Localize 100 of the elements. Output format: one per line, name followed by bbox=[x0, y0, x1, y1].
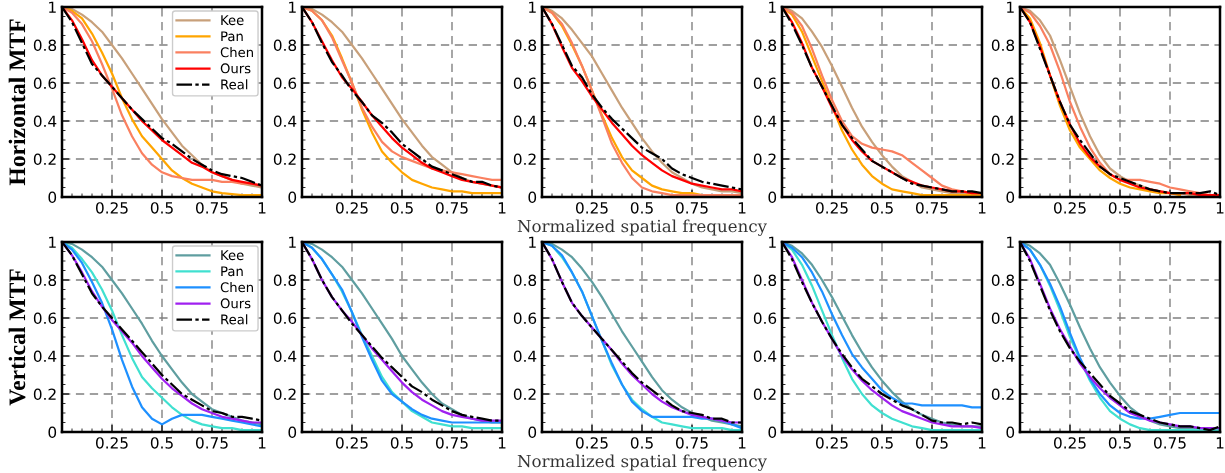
x-tick-label: 0.75 bbox=[436, 437, 468, 449]
x-tick-label: 0.25 bbox=[816, 202, 848, 214]
legend-label: Real bbox=[221, 79, 248, 90]
legend-label: Ours bbox=[220, 298, 251, 309]
y-tick-label: 0.8 bbox=[33, 274, 57, 287]
x-tick-label: 1 bbox=[258, 437, 266, 449]
y-tick-label: 1 bbox=[1007, 1, 1014, 13]
y-tick-label: 0 bbox=[528, 426, 537, 439]
y-tick-label: 0 bbox=[288, 426, 297, 439]
x-tick-label: 0.25 bbox=[576, 437, 608, 449]
x-tick-label: 0.5 bbox=[1108, 437, 1131, 449]
legend-label: Kee bbox=[221, 15, 244, 26]
legend-label: Pan bbox=[221, 266, 243, 277]
y-tick-label: 0 bbox=[528, 191, 537, 204]
y-tick-label: 0.8 bbox=[273, 274, 297, 287]
y-tick-label: 0.6 bbox=[753, 312, 777, 325]
y-tick-label: 0 bbox=[48, 426, 57, 439]
x-tick-label: 0.75 bbox=[196, 437, 228, 449]
x-tick-label: 0.25 bbox=[96, 202, 128, 214]
y-tick-label: 0.2 bbox=[991, 153, 1014, 166]
x-tick-label: 1 bbox=[258, 202, 266, 214]
y-tick-label: 0 bbox=[48, 191, 57, 204]
legend-label: Kee bbox=[221, 250, 244, 261]
y-tick-label: 0.4 bbox=[991, 350, 1015, 363]
y-tick-label: 0.8 bbox=[753, 274, 777, 287]
x-axis-title: Normalized spatial frequency bbox=[517, 219, 767, 236]
y-tick-label: 0.6 bbox=[513, 77, 537, 90]
y-tick-label: 0.2 bbox=[513, 153, 536, 166]
y-tick-label: 0.6 bbox=[513, 312, 537, 325]
x-tick-label: 0.25 bbox=[1054, 202, 1086, 214]
x-tick-label: 0.75 bbox=[676, 202, 708, 214]
y-tick-label: 0.4 bbox=[33, 350, 57, 363]
y-tick-label: 0.8 bbox=[273, 39, 297, 52]
x-tick-label: 1 bbox=[978, 437, 986, 449]
y-tick-label: 1 bbox=[529, 236, 536, 248]
x-tick-label: 0.25 bbox=[336, 202, 368, 214]
y-tick-label: 0 bbox=[1006, 426, 1015, 439]
y-tick-label: 0 bbox=[288, 191, 297, 204]
x-tick-label: 1 bbox=[738, 202, 746, 214]
x-tick-label: 1 bbox=[738, 437, 746, 449]
y-tick-label: 0.8 bbox=[991, 274, 1015, 287]
y-tick-label: 0.8 bbox=[753, 39, 777, 52]
legend-label: Real bbox=[221, 314, 248, 325]
y-tick-label: 0.2 bbox=[273, 153, 296, 166]
y-tick-label: 0.2 bbox=[991, 388, 1014, 401]
x-tick-label: 0.75 bbox=[676, 437, 708, 449]
legend-label: Pan bbox=[221, 31, 243, 42]
x-tick-label: 0.5 bbox=[150, 437, 173, 449]
y-tick-label: 0.4 bbox=[991, 115, 1015, 128]
x-tick-label: 1 bbox=[498, 202, 506, 214]
x-tick-label: 0.5 bbox=[150, 202, 173, 214]
legend-label: Chen bbox=[220, 47, 253, 58]
y-tick-label: 0.2 bbox=[753, 153, 776, 166]
x-tick-label: 0.25 bbox=[336, 437, 368, 449]
y-tick-label: 0.6 bbox=[991, 312, 1015, 325]
y-axis-title: Horizontal MTF bbox=[8, 19, 26, 186]
y-tick-label: 0.8 bbox=[513, 39, 537, 52]
y-tick-label: 0.2 bbox=[33, 153, 56, 166]
y-tick-label: 1 bbox=[769, 1, 776, 13]
x-tick-label: 0.75 bbox=[1154, 437, 1186, 449]
y-tick-label: 0.4 bbox=[513, 115, 537, 128]
y-tick-label: 1 bbox=[49, 1, 56, 13]
y-tick-label: 0.4 bbox=[273, 115, 297, 128]
y-tick-label: 0.2 bbox=[33, 388, 56, 401]
y-tick-label: 0.8 bbox=[513, 274, 537, 287]
x-tick-label: 0.25 bbox=[1054, 437, 1086, 449]
x-tick-label: 0.75 bbox=[1154, 202, 1186, 214]
y-tick-label: 1 bbox=[289, 1, 296, 13]
line-series bbox=[1020, 7, 1220, 197]
legend-label: Ours bbox=[220, 63, 251, 74]
y-tick-label: 0.4 bbox=[753, 115, 777, 128]
x-tick-label: 0.25 bbox=[576, 202, 608, 214]
y-tick-label: 0.4 bbox=[513, 350, 537, 363]
x-tick-label: 0.75 bbox=[436, 202, 468, 214]
y-tick-label: 0.4 bbox=[33, 115, 57, 128]
y-tick-label: 0.8 bbox=[33, 39, 57, 52]
x-tick-label: 0.5 bbox=[630, 202, 653, 214]
y-tick-label: 0.2 bbox=[273, 388, 296, 401]
y-tick-label: 0.6 bbox=[33, 312, 57, 325]
y-tick-label: 0 bbox=[768, 426, 777, 439]
y-tick-label: 0.6 bbox=[273, 77, 297, 90]
x-tick-label: 0.25 bbox=[96, 437, 128, 449]
x-tick-label: 0.5 bbox=[390, 202, 413, 214]
x-tick-label: 0.5 bbox=[870, 202, 893, 214]
y-tick-label: 0.6 bbox=[273, 312, 297, 325]
y-tick-label: 0.2 bbox=[513, 388, 536, 401]
x-tick-label: 0.5 bbox=[390, 437, 413, 449]
y-tick-label: 1 bbox=[49, 236, 56, 248]
x-tick-label: 1 bbox=[978, 202, 986, 214]
y-tick-label: 1 bbox=[289, 236, 296, 248]
y-tick-label: 1 bbox=[529, 1, 536, 13]
y-tick-label: 0 bbox=[1006, 191, 1015, 204]
x-tick-label: 0.75 bbox=[916, 202, 948, 214]
y-tick-label: 1 bbox=[1007, 236, 1014, 248]
x-axis-title: Normalized spatial frequency bbox=[517, 454, 767, 471]
x-tick-label: 0.5 bbox=[870, 437, 893, 449]
y-tick-label: 0 bbox=[768, 191, 777, 204]
y-tick-label: 0.2 bbox=[753, 388, 776, 401]
y-tick-label: 0.4 bbox=[273, 350, 297, 363]
x-tick-label: 1 bbox=[498, 437, 506, 449]
